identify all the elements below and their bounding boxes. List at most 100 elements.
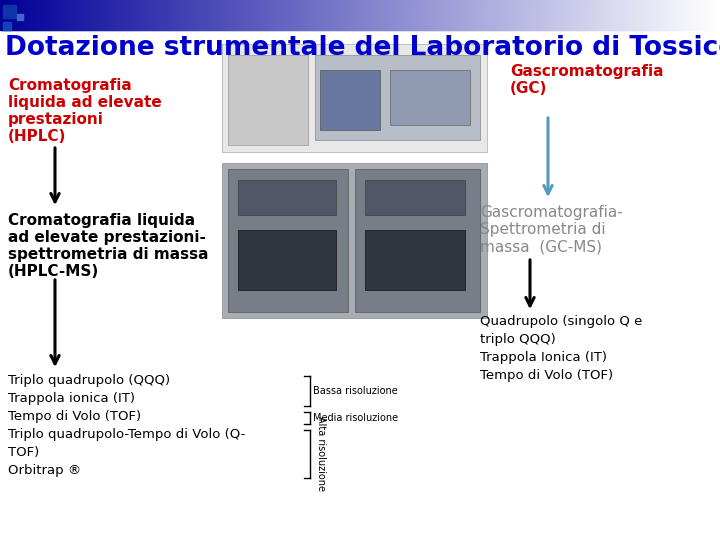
Bar [268, 0, 271, 30]
Bar [80, 0, 83, 30]
Bar [288, 0, 291, 30]
Bar [322, 0, 325, 30]
Bar [532, 0, 535, 30]
Bar [365, 180, 465, 215]
Bar [52, 0, 55, 30]
Bar [38, 0, 41, 30]
Bar [62, 0, 65, 30]
Text: Bassa risoluzione: Bassa risoluzione [313, 386, 397, 396]
Bar [712, 0, 715, 30]
Bar [526, 0, 529, 30]
Bar [614, 0, 617, 30]
Bar [48, 0, 51, 30]
Bar [326, 0, 329, 30]
Bar [680, 0, 683, 30]
Bar [156, 0, 159, 30]
Text: (HPLC-MS): (HPLC-MS) [8, 264, 99, 279]
Bar [660, 0, 663, 30]
Bar [540, 0, 543, 30]
Bar [46, 0, 49, 30]
Bar [658, 0, 661, 30]
Bar [128, 0, 131, 30]
Bar [630, 0, 633, 30]
Bar [594, 0, 597, 30]
Bar [246, 0, 249, 30]
Bar [592, 0, 595, 30]
Bar [302, 0, 305, 30]
Bar [206, 0, 209, 30]
Bar [612, 0, 615, 30]
Bar [258, 0, 261, 30]
Bar [542, 0, 545, 30]
Bar [222, 0, 225, 30]
Bar [104, 0, 107, 30]
Bar [16, 0, 19, 30]
Bar [64, 0, 67, 30]
Text: spettrometria di massa: spettrometria di massa [8, 247, 209, 262]
Bar [328, 0, 331, 30]
Bar [350, 0, 353, 30]
Bar [516, 0, 519, 30]
Bar [114, 0, 117, 30]
Bar [426, 0, 429, 30]
Bar [92, 0, 95, 30]
Bar [534, 0, 537, 30]
Bar [6, 0, 9, 30]
Bar [222, 44, 487, 152]
Bar [320, 70, 380, 130]
Bar [316, 0, 319, 30]
Bar [332, 0, 335, 30]
Bar [244, 0, 247, 30]
Bar [36, 0, 39, 30]
Bar [136, 0, 139, 30]
Bar [578, 0, 581, 30]
Bar [254, 0, 257, 30]
Bar [690, 0, 693, 30]
Bar [56, 0, 59, 30]
Bar [406, 0, 409, 30]
Bar [126, 0, 129, 30]
Bar [636, 0, 639, 30]
Bar [362, 0, 365, 30]
Bar [314, 0, 317, 30]
Bar [644, 0, 647, 30]
Bar [132, 0, 135, 30]
Bar [510, 0, 513, 30]
Bar [84, 0, 87, 30]
Bar [318, 0, 321, 30]
Bar [230, 0, 233, 30]
Bar [696, 0, 699, 30]
Bar [374, 0, 377, 30]
Bar [240, 0, 243, 30]
Bar [32, 0, 35, 30]
Bar [508, 0, 511, 30]
Bar [600, 0, 603, 30]
Bar [184, 0, 187, 30]
Bar [308, 0, 311, 30]
Bar [130, 0, 133, 30]
Bar [60, 0, 63, 30]
Bar [418, 0, 421, 30]
Bar [250, 0, 253, 30]
Bar [670, 0, 673, 30]
Bar [120, 0, 123, 30]
Bar [292, 0, 295, 30]
Bar [634, 0, 637, 30]
Bar [202, 0, 205, 30]
Bar [2, 0, 5, 30]
Bar [662, 0, 665, 30]
Bar [410, 0, 413, 30]
Bar [654, 0, 657, 30]
Bar [608, 0, 611, 30]
Bar [214, 0, 217, 30]
Bar [652, 0, 655, 30]
Bar [40, 0, 43, 30]
Bar [28, 0, 31, 30]
Bar [396, 0, 399, 30]
Bar [490, 0, 493, 30]
Bar [356, 0, 359, 30]
Bar [226, 0, 229, 30]
Text: Alta risoluzione: Alta risoluzione [316, 416, 326, 491]
Bar [628, 0, 631, 30]
Bar [480, 0, 483, 30]
